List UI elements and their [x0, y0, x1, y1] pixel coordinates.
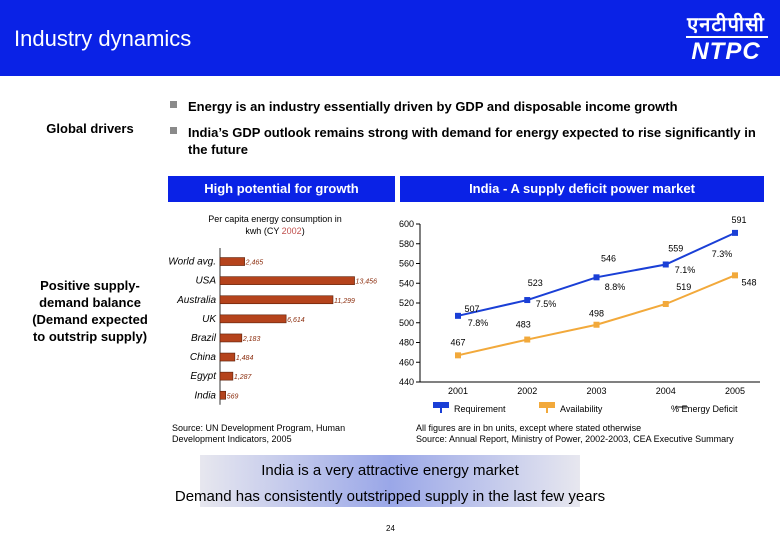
source-right-note: All figures are in bn units, except wher… [416, 423, 642, 433]
bar [219, 390, 226, 400]
y-tick-label: 560 [399, 259, 414, 269]
bar-category-label: Brazil [191, 333, 217, 344]
y-tick-label: 600 [399, 219, 414, 229]
x-tick-label: 2002 [517, 386, 537, 396]
bar-category-label: UK [202, 314, 217, 325]
bar-category-label: Egypt [190, 371, 217, 382]
legend-availability-swatch [539, 402, 555, 408]
global-drivers-label: Global drivers [46, 121, 134, 136]
deficit-value-label: 7.8% [468, 318, 489, 328]
deficit-value-label: 7.1% [675, 265, 696, 275]
bar-category-label: World avg. [168, 257, 216, 268]
bar [219, 333, 243, 343]
availability-value-label: 467 [450, 337, 465, 347]
bullet-square-icon [170, 127, 177, 134]
legend-deficit-label: % Energy Deficit [671, 404, 738, 414]
x-tick-label: 2003 [586, 386, 606, 396]
series-point [455, 312, 461, 319]
series-point [662, 300, 669, 307]
bar-value-label: 2,183 [242, 336, 261, 343]
deficit-value-label: 7.3% [712, 249, 733, 259]
availability-value-label: 519 [676, 282, 691, 292]
legend-requirement-label: Requirement [454, 404, 506, 414]
bar-value-label: 569 [227, 393, 239, 400]
y-tick-label: 460 [399, 357, 414, 367]
bullet-text: India’s GDP outlook remains strong with … [188, 125, 756, 157]
consumption-bar-chart: Per capita energy consumption in kwh (CY … [168, 214, 377, 405]
source-right: All figures are in bn units, except wher… [416, 423, 746, 445]
requirement-value-label: 546 [601, 253, 616, 263]
logo-hindi-text: एनटीपीसी [687, 12, 765, 36]
bar [219, 371, 234, 381]
page-title: Industry dynamics [14, 26, 192, 51]
y-tick-label: 540 [399, 278, 414, 288]
bar [219, 295, 334, 305]
x-tick-label: 2001 [448, 386, 468, 396]
y-tick-label: 440 [399, 377, 414, 387]
requirement-value-label: 507 [464, 304, 479, 314]
bar-value-label: 11,299 [334, 298, 355, 305]
requirement-value-label: 523 [528, 278, 543, 288]
supply-demand-line-chart: 440 460 480 500 520 540 560 580 600 2001 2002 2003 2… [399, 215, 760, 414]
page-number: 24 [386, 524, 395, 533]
series-point [524, 336, 531, 343]
legend-requirement-swatch [433, 402, 449, 408]
series-point [732, 272, 738, 279]
availability-value-label: 498 [589, 309, 604, 319]
deficit-value-label: 8.8% [605, 282, 626, 292]
y-tick-label: 520 [399, 298, 414, 308]
panel-title-growth: High potential for growth [168, 176, 395, 202]
x-tick-label: 2005 [725, 386, 745, 396]
legend-availability-label: Availability [560, 404, 603, 414]
series-point [593, 274, 600, 281]
requirement-value-label: 591 [731, 215, 746, 225]
bar-value-label: 2,465 [245, 260, 264, 267]
series-point [662, 261, 669, 268]
series-point [524, 297, 531, 304]
panel-title-deficit: India - A supply deficit power market [400, 176, 764, 202]
bar-value-label: 13,456 [356, 279, 378, 286]
logo-divider [686, 36, 768, 38]
availability-value-label: 483 [516, 320, 531, 330]
y-tick-label: 580 [399, 239, 414, 249]
bar-value-label: 1,287 [234, 374, 253, 381]
conclusion-line-2: Demand has consistently outstripped supp… [174, 488, 606, 505]
source-right-citation: Source: Annual Report, Ministry of Power… [416, 434, 734, 444]
conclusion-box [200, 455, 580, 507]
y-tick-label: 500 [399, 318, 414, 328]
ntpc-logo: एनटीपीसी NTPC [676, 8, 776, 68]
conclusion-line-1: India is a very attractive energy market [261, 462, 519, 479]
bar [219, 352, 236, 362]
source-left: Source: UN Development Program, Human De… [172, 423, 346, 444]
bullet-text: Energy is an industry essentially driven… [188, 99, 678, 114]
bar-value-label: 6,614 [287, 317, 305, 324]
bar-value-label: 1,484 [236, 355, 254, 362]
bar-chart-title: Per capita energy consumption in [208, 214, 342, 224]
bar-category-label: India [194, 390, 216, 401]
series-point [593, 321, 600, 328]
availability-value-label: 548 [741, 277, 756, 287]
bar-category-label: China [190, 352, 217, 363]
bar [219, 314, 287, 324]
header-bar: Industry dynamics एनटीपीसी NTPC [0, 0, 780, 76]
bullet-square-icon [170, 101, 177, 108]
bar [219, 276, 355, 285]
bar-category-label: Australia [176, 295, 216, 306]
series-point [455, 352, 461, 359]
bar-chart-title-line2: kwh (CY 2002) [245, 226, 304, 236]
bar-category-label: USA [195, 276, 216, 287]
deficit-value-label: 7.5% [536, 299, 557, 309]
logo-english-text: NTPC [691, 38, 761, 65]
bar [219, 257, 245, 266]
y-tick-label: 480 [399, 338, 414, 348]
requirement-value-label: 559 [668, 243, 683, 253]
series-point [732, 229, 738, 236]
positive-balance-label: Positive supply-demand balance (Demand e… [32, 278, 148, 344]
x-tick-label: 2004 [656, 386, 676, 396]
